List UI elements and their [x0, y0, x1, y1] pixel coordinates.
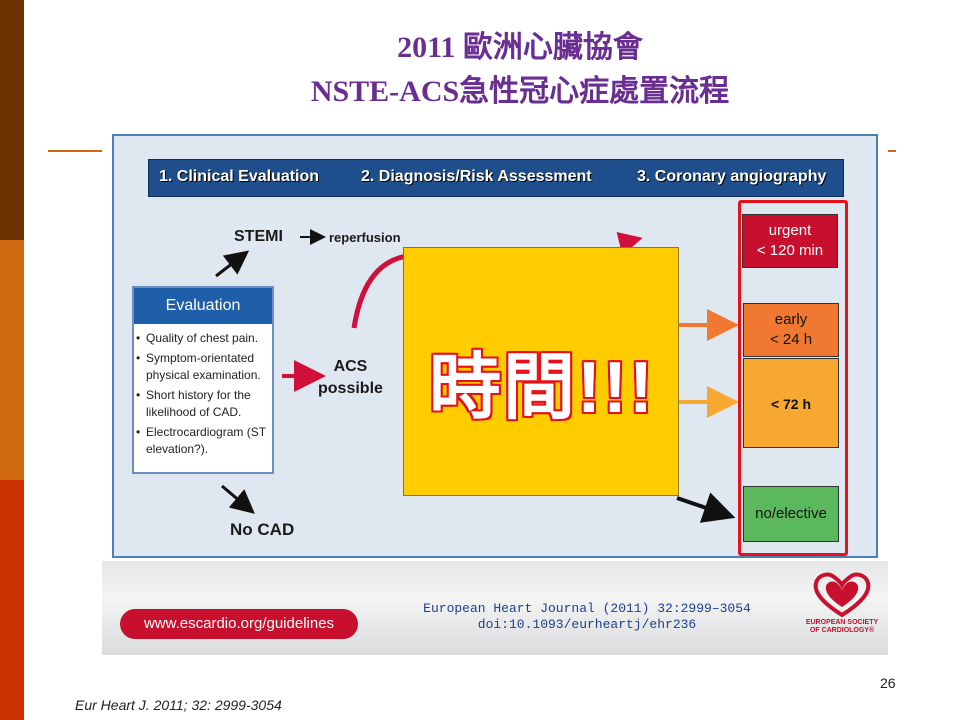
within-72h-box: < 72 h — [743, 358, 839, 448]
arrow-to-stemi — [215, 250, 250, 278]
time-emphasis-text: 時間!!! — [429, 348, 655, 428]
urgent-time: < 120 min — [756, 242, 824, 259]
journal-reference: European Heart Journal (2011) 32:2999–30… — [392, 601, 782, 633]
title-divider-left — [48, 150, 102, 152]
urgency-highlight-frame — [738, 200, 848, 556]
slide-title-line2: NSTE-ACS急性冠心症處置流程 — [310, 75, 730, 108]
arrow-to-elective — [676, 492, 736, 523]
arrow-to-no-cad — [221, 484, 255, 514]
step-coronary-angiography: 3. Coronary angiography — [637, 168, 827, 185]
elective-label: no/elective — [755, 505, 827, 522]
acs-label-line2: possible — [318, 380, 383, 397]
slide-title-line1: 2011 歐洲心臟協會 — [397, 31, 643, 64]
evaluation-list: Quality of chest pain. Symptom-orientate… — [134, 324, 272, 458]
flow-arrows — [215, 229, 739, 523]
elective-box: no/elective — [743, 486, 839, 542]
arrow-to-urgent — [616, 231, 643, 256]
evaluation-item: Short history for the likelihood of CAD. — [136, 387, 270, 421]
stemi-label: STEMI — [234, 228, 283, 245]
step-clinical-evaluation: 1. Clinical Evaluation — [159, 168, 320, 185]
time-emphasis-overlay: 時間!!! — [403, 247, 679, 496]
step-diagnosis-risk: 2. Diagnosis/Risk Assessment — [361, 168, 592, 185]
acs-possible-label: ACS possible — [318, 356, 383, 400]
acs-label-line1: ACS — [333, 358, 368, 375]
source-citation: Eur Heart J. 2011; 32: 2999-3054 — [75, 697, 282, 713]
left-accent-bar-middle — [0, 240, 24, 480]
journal-doi: doi:10.1093/eurheartj/ehr236 — [477, 617, 697, 632]
urgent-label: urgent — [768, 222, 812, 239]
evaluation-item: Symptom-orientated physical examination. — [136, 350, 270, 384]
left-accent-bar-bottom — [0, 480, 24, 720]
urgent-box: urgent < 120 min — [742, 214, 838, 268]
evaluation-item: Quality of chest pain. — [136, 330, 270, 347]
left-accent-bar-top — [0, 0, 24, 240]
esc-logo-text: EUROPEAN SOCIETY OF CARDIOLOGY® — [805, 619, 879, 634]
reperfusion-label: reperfusion — [329, 230, 401, 245]
title-divider-right — [888, 150, 896, 152]
early-time: < 24 h — [769, 331, 813, 348]
evaluation-header: Evaluation — [134, 288, 272, 324]
guidelines-url-link[interactable]: www.escardio.org/guidelines — [120, 609, 358, 639]
evaluation-box: Evaluation Quality of chest pain. Sympto… — [132, 286, 274, 474]
no-cad-label: No CAD — [230, 520, 295, 539]
within-72h-label: < 72 h — [770, 396, 812, 412]
evaluation-item: Electrocardiogram (ST elevation?). — [136, 424, 270, 458]
page-number: 26 — [880, 675, 896, 691]
step-header-bar: 1. Clinical Evaluation 2. Diagnosis/Risk… — [148, 159, 844, 197]
arrow-acs-curve — [351, 253, 408, 329]
early-label: early — [774, 311, 808, 328]
early-box: early < 24 h — [743, 303, 839, 357]
journal-citation: European Heart Journal (2011) 32:2999–30… — [423, 601, 751, 616]
esc-heart-icon — [813, 572, 871, 618]
figure-footer-band: www.escardio.org/guidelines European Hea… — [102, 561, 888, 655]
esc-logo: EUROPEAN SOCIETY OF CARDIOLOGY® — [802, 567, 882, 655]
